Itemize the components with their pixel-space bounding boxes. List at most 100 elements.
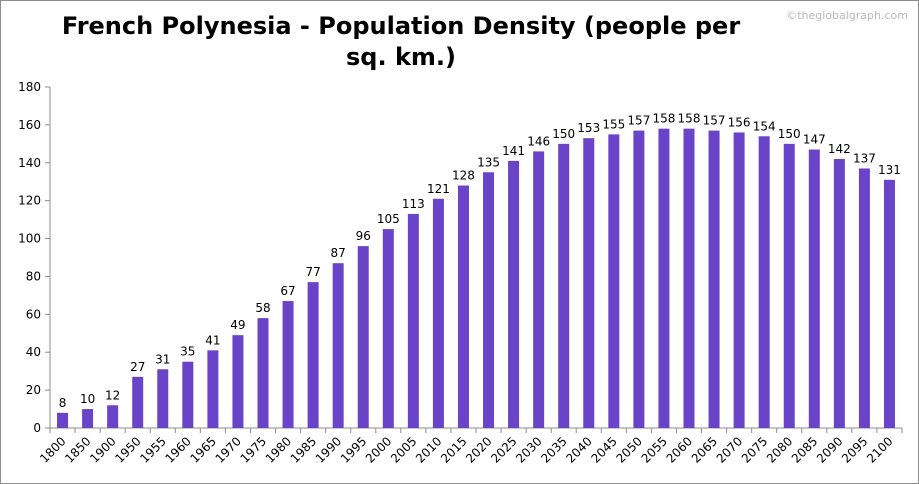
x-tick-label: 1975 [238,434,269,465]
bar [157,369,169,428]
x-tick-label: 2100 [864,434,895,465]
y-tick-label: 80 [26,269,41,283]
data-label: 156 [728,115,751,129]
data-label: 150 [778,127,801,141]
y-tick-label: 0 [33,421,41,435]
y-tick-label: 140 [18,156,41,170]
bar [508,160,520,428]
bar [833,158,845,428]
bar [583,138,595,428]
x-tick-label: 2020 [463,434,494,465]
bar [883,179,895,428]
data-label: 41 [205,333,220,347]
x-tick-label: 1970 [213,434,244,465]
bar [357,246,369,428]
data-label: 147 [803,133,826,147]
bar [658,128,670,428]
data-label: 128 [452,169,475,183]
bar [708,130,720,429]
data-label: 96 [356,229,371,243]
data-label: 150 [552,127,575,141]
bar [282,301,294,428]
x-tick-label: 2055 [639,434,670,465]
x-tick-label: 1950 [112,434,143,465]
bar [307,282,319,428]
x-tick-label: 2015 [438,434,469,465]
x-tick-label: 2040 [563,434,594,465]
data-label: 58 [255,301,270,315]
bar [382,229,394,428]
x-tick-label: 2005 [388,434,419,465]
x-tick-label: 2000 [363,434,394,465]
x-tick-label: 2075 [739,434,770,465]
data-label: 113 [402,197,425,211]
data-label: 105 [377,212,400,226]
x-tick-label: 2070 [714,434,745,465]
data-label: 146 [527,134,550,148]
x-tick-label: 2035 [538,434,569,465]
x-tick-label: 2080 [764,434,795,465]
data-label: 10 [80,392,95,406]
data-label: 35 [180,345,195,359]
data-label: 158 [652,112,675,126]
bar [808,149,820,428]
data-label: 141 [502,144,525,158]
y-tick-label: 100 [18,232,41,246]
data-label: 121 [427,182,450,196]
x-tick-label: 1800 [37,434,68,465]
data-label: 157 [703,114,726,128]
bar [132,376,144,428]
bar [457,185,469,428]
bar [207,350,219,428]
data-label: 31 [155,352,170,366]
x-tick-label: 1980 [263,434,294,465]
bar [257,318,269,428]
data-label: 142 [828,142,851,156]
x-tick-label: 1955 [137,434,168,465]
x-tick-label: 2025 [488,434,519,465]
x-tick-label: 1990 [313,434,344,465]
bar [733,132,745,428]
data-label: 49 [230,318,245,332]
data-label: 67 [280,284,295,298]
data-label: 27 [130,360,145,374]
bar [633,130,645,429]
watermark: ©theglobalgraph.com [786,9,908,22]
x-tick-label: 1850 [62,434,93,465]
y-tick-label: 160 [18,118,41,132]
x-tick-label: 2010 [413,434,444,465]
chart-title: French Polynesia - Population Density (p… [61,12,741,71]
data-label: 135 [477,155,500,169]
bar [407,213,419,428]
bar [432,198,444,428]
bar [758,136,770,428]
bar [608,134,620,428]
x-tick-label: 2060 [664,434,695,465]
bar [533,151,545,428]
x-tick-label: 2045 [588,434,619,465]
bar [182,361,194,428]
bar [57,412,69,428]
y-tick-label: 180 [18,80,41,94]
y-tick-label: 40 [26,345,41,359]
data-label: 131 [878,163,901,177]
data-label: 155 [602,117,625,131]
bar [858,168,870,428]
x-tick-label: 2095 [839,434,870,465]
bar [558,143,570,429]
data-label: 137 [853,151,876,165]
data-label: 87 [331,246,346,260]
data-label: 157 [627,114,650,128]
data-label: 154 [753,119,776,133]
data-label: 8 [59,396,67,410]
x-tick-label: 2065 [689,434,720,465]
data-label: 158 [678,112,701,126]
y-tick-label: 60 [26,307,41,321]
x-tick-label: 2090 [814,434,845,465]
data-label: 12 [105,388,120,402]
bar [483,172,495,428]
bar [683,128,695,428]
data-labels: 8 10 12 27 31 35 41 49 58 67 77 87 96 105113121128135… [59,112,901,410]
bar [232,335,244,428]
